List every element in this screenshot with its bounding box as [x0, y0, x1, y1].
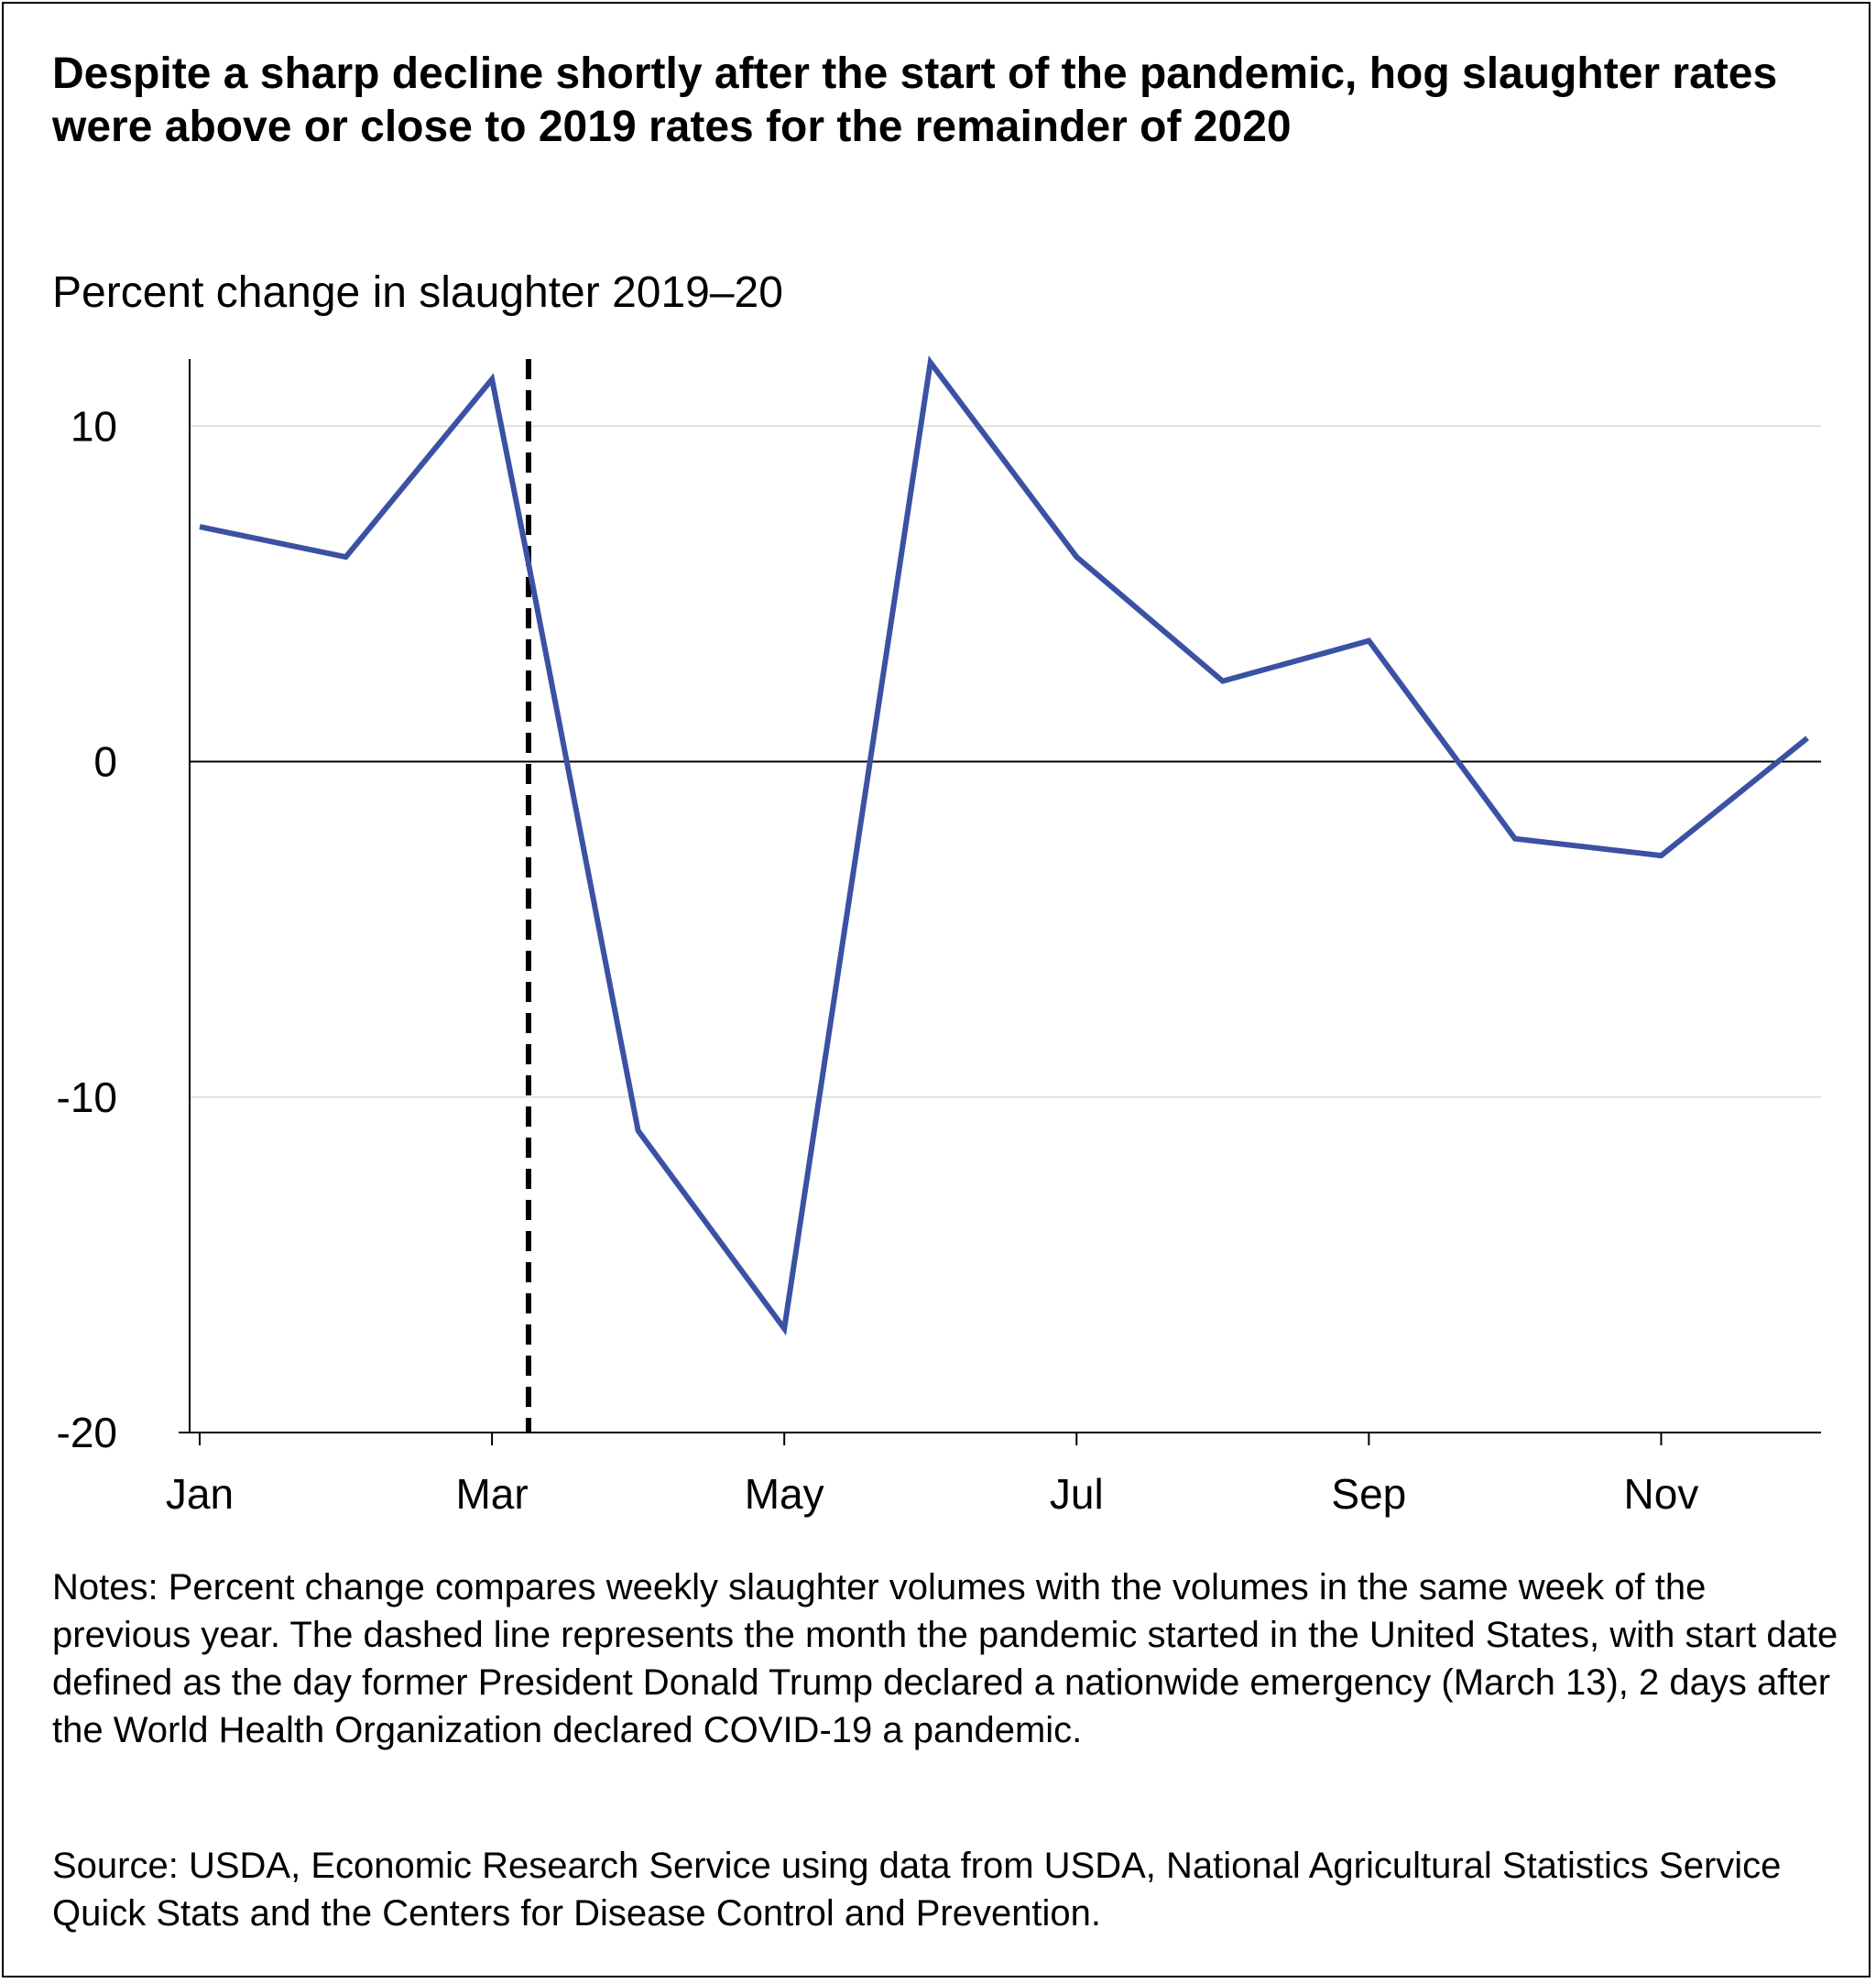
axes: [179, 359, 1821, 1445]
x-tick-label: Jan: [166, 1470, 234, 1518]
series-line: [199, 355, 1809, 1336]
y-tick-label: -10: [57, 1073, 117, 1121]
series: [199, 355, 1809, 1336]
tick-labels: 10 0 -10 -20 Jan Mar May Jul Sep Nov: [57, 402, 1699, 1518]
chart-notes: Notes: Percent change compares weekly sl…: [52, 1567, 1838, 1750]
y-tick-label: -20: [57, 1409, 117, 1456]
y-tick-label: 0: [93, 738, 117, 786]
x-tick-label: Sep: [1331, 1470, 1406, 1518]
gridlines: [190, 425, 1821, 1098]
y-tick-label: 10: [71, 402, 117, 450]
chart-title: Despite a sharp decline shortly after th…: [52, 49, 1778, 151]
chart-subtitle: Percent change in slaughter 2019–20: [52, 268, 783, 317]
x-tick-label: Mar: [455, 1470, 528, 1518]
x-tick-label: Jul: [1050, 1470, 1104, 1518]
x-tick-label: May: [745, 1470, 824, 1518]
x-tick-label: Nov: [1624, 1470, 1699, 1518]
line-chart: 10 0 -10 -20 Jan Mar May Jul Sep Nov: [57, 355, 1821, 1518]
chart-source: Source: USDA, Economic Research Service …: [52, 1846, 1782, 1934]
